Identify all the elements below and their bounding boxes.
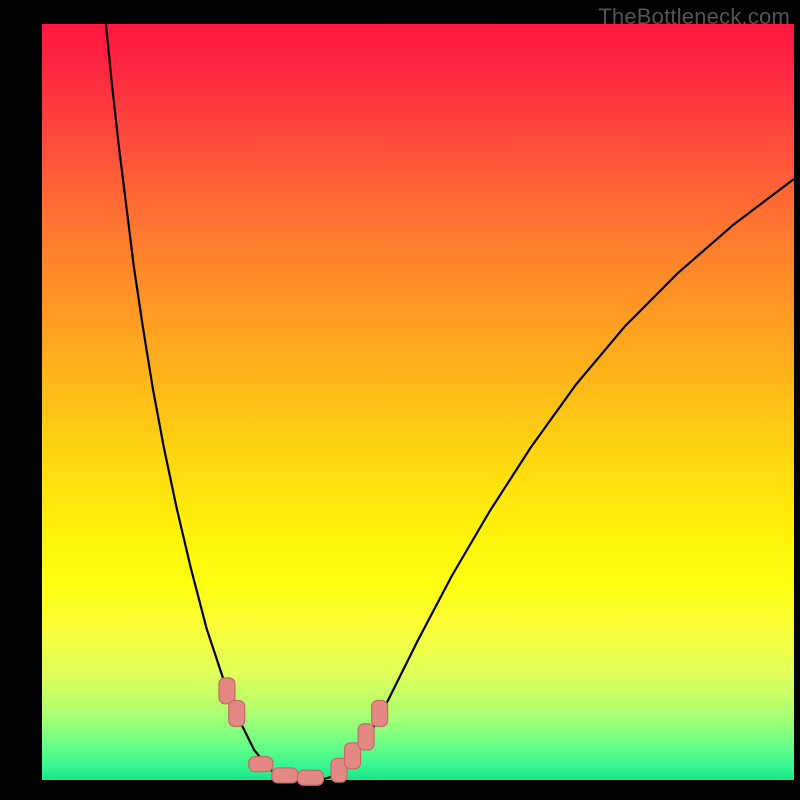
marker-point <box>297 770 323 785</box>
marker-point <box>229 700 245 726</box>
bottleneck-chart <box>0 0 800 800</box>
marker-point <box>372 700 388 726</box>
marker-point <box>272 768 298 783</box>
chart-container: TheBottleneck.com <box>0 0 800 800</box>
marker-point <box>219 678 235 704</box>
marker-point <box>358 724 374 750</box>
watermark-label: TheBottleneck.com <box>598 4 790 30</box>
marker-point <box>249 757 273 772</box>
